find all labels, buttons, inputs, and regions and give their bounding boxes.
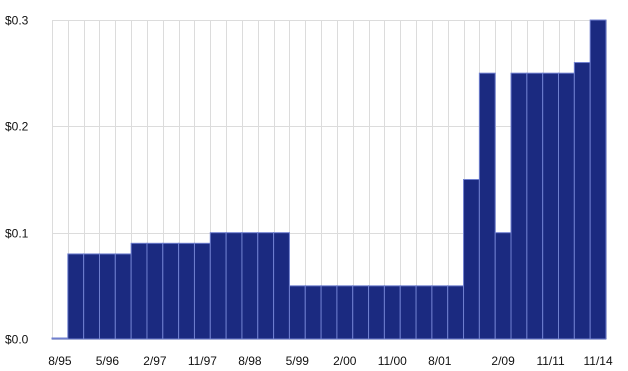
bar — [542, 72, 560, 340]
bar — [304, 285, 322, 340]
bar — [352, 285, 370, 340]
bar — [494, 232, 512, 340]
bar — [225, 232, 243, 340]
bar — [415, 285, 433, 340]
bar — [273, 232, 290, 340]
bar — [431, 285, 449, 340]
x-tick-label: 2/09 — [491, 354, 515, 368]
bar — [463, 179, 480, 340]
bar — [447, 285, 465, 340]
bar — [526, 72, 544, 340]
x-tick-label: 5/99 — [286, 354, 310, 368]
x-tick-label: 8/95 — [48, 354, 72, 368]
bars — [51, 19, 607, 340]
bar — [178, 242, 195, 340]
bar — [51, 337, 69, 340]
bar — [83, 253, 100, 340]
bar — [336, 285, 354, 340]
bar — [241, 232, 259, 340]
bar — [478, 72, 496, 340]
y-tick-label: $0.2 — [5, 120, 29, 134]
bar — [114, 253, 132, 340]
x-tick-label: 5/96 — [96, 354, 120, 368]
bar — [288, 285, 306, 340]
x-tick-label: 8/98 — [238, 354, 262, 368]
x-tick-label: 11/14 — [584, 354, 613, 368]
bar — [98, 253, 116, 340]
bar — [589, 19, 607, 340]
bar — [399, 285, 417, 340]
x-tick-label: 2/00 — [333, 354, 357, 368]
y-axis-labels: $0.0 $0.1 $0.2 $0.3 — [5, 14, 29, 347]
y-tick-label: $0.1 — [5, 227, 29, 241]
bar — [368, 285, 385, 340]
bar — [193, 242, 211, 340]
bar — [320, 285, 338, 340]
bar — [510, 72, 528, 340]
bar — [558, 72, 575, 340]
x-tick-label: 11/97 — [188, 354, 217, 368]
bar — [146, 242, 164, 340]
x-tick-label: 11/11 — [536, 354, 565, 368]
x-tick-label: 11/00 — [378, 354, 407, 368]
bar — [162, 242, 180, 340]
bar — [573, 62, 591, 340]
bar — [67, 253, 85, 340]
bar — [130, 242, 148, 340]
bar — [383, 285, 401, 340]
bar — [257, 232, 275, 340]
y-tick-label: $0.3 — [5, 14, 29, 28]
x-tick-label: 2/97 — [143, 354, 167, 368]
bar — [209, 232, 227, 340]
x-tick-label: 8/01 — [428, 354, 452, 368]
x-axis-labels: 8/95 5/96 2/97 11/97 8/98 5/99 2/00 11/00 8/01 2/… — [48, 354, 613, 368]
y-tick-label: $0.0 — [5, 333, 29, 347]
